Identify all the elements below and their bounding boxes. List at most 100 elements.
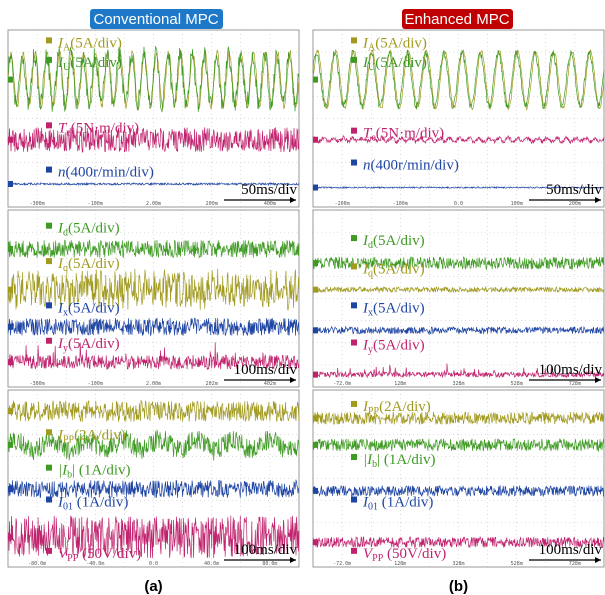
- signal-scale: (5A/div): [373, 233, 425, 249]
- marker-tab: [8, 324, 13, 330]
- axis-label: -300m: [30, 381, 45, 387]
- time-scale: 100ms/div: [234, 362, 298, 378]
- signal-scale: (5A/div): [68, 256, 120, 272]
- signal-subscript: 01: [368, 502, 378, 513]
- axis-label: 40.0m: [204, 561, 219, 567]
- axis-label: -40.0m: [86, 561, 104, 567]
- axis-label: 128m: [394, 561, 406, 567]
- legend-swatch: [46, 302, 52, 308]
- signal-scale: (5A/div): [68, 300, 120, 316]
- signal-label: n(400r/min/div): [58, 165, 154, 181]
- signal-label: Te(5N·m/div): [363, 126, 444, 144]
- signal-scale: (5A/div): [68, 221, 120, 237]
- legend-swatch: [351, 128, 357, 134]
- signal-scale: (5A/div): [70, 55, 122, 71]
- legend-swatch: [351, 302, 357, 308]
- axis-label: 80.0m: [262, 561, 277, 567]
- axis-label: 2.00m: [146, 201, 161, 207]
- axis-label: -80.0m: [28, 561, 46, 567]
- axis-label: -300m: [30, 201, 45, 207]
- legend-swatch: [46, 497, 52, 503]
- marker-tab: [313, 77, 318, 83]
- scope-panel: IA(5A/div)IU(5A/div)Te(5N·m/div)n(400r/m…: [8, 30, 299, 207]
- time-scale: 100ms/div: [234, 542, 298, 558]
- axis-label: -100m: [393, 201, 408, 207]
- signal-scale: (400r/min/div): [371, 158, 459, 174]
- axis-label: 728m: [569, 381, 581, 387]
- legend-swatch: [351, 497, 357, 503]
- signal-scale: (2A/div): [74, 427, 126, 443]
- marker-tab: [313, 488, 318, 494]
- signal-scale: (400r/min/div): [66, 165, 154, 181]
- marker-tab: [8, 486, 13, 492]
- caption: (a): [144, 578, 162, 595]
- signal-subscript: PP: [368, 406, 380, 417]
- time-scale: 50ms/div: [546, 182, 602, 198]
- legend-swatch: [351, 57, 357, 63]
- axis-label: -72.0m: [333, 561, 351, 567]
- figure: Conventional MPC Enhanced MPC (a)IA(5A/d…: [0, 0, 605, 595]
- axis-label: 528m: [511, 381, 523, 387]
- legend-swatch: [46, 223, 52, 229]
- marker-tab: [313, 442, 318, 448]
- legend-swatch: [351, 454, 357, 460]
- axis-label: 402m: [264, 381, 276, 387]
- marker-tab: [8, 408, 13, 414]
- signal-scale: (5A/div): [373, 261, 425, 277]
- signal-label: Te(5N·m/div): [58, 120, 139, 138]
- marker-tab: [8, 246, 13, 252]
- signal-scale: (5A/div): [375, 55, 427, 71]
- axis-label: 400m: [264, 201, 276, 207]
- marker-tab: [313, 372, 318, 378]
- signal-subscript: 01: [63, 502, 73, 513]
- signal-scale: (2A/div): [379, 399, 431, 415]
- marker-tab: [8, 137, 13, 143]
- time-scale: 100ms/div: [539, 542, 603, 558]
- marker-tab: [8, 181, 13, 187]
- axis-label: 728m: [569, 561, 581, 567]
- axis-label: 202m: [206, 381, 218, 387]
- axis-label: -100m: [88, 381, 103, 387]
- legend-swatch: [46, 167, 52, 173]
- scope-panel: IPP(2A/div)|Ib| (1A/div)I01 (1A/div)VPP …: [8, 390, 299, 567]
- marker-tab: [313, 185, 318, 191]
- legend-swatch: [351, 340, 357, 346]
- axis-label: 128m: [394, 381, 406, 387]
- signal-scale: (1A/div): [73, 495, 128, 511]
- signal-scale: (1A/div): [378, 495, 433, 511]
- signal-scale: (5A/div): [373, 300, 425, 316]
- signal-label: n(400r/min/div): [363, 158, 459, 174]
- legend-swatch: [46, 37, 52, 43]
- signal-scale: | (1A/div): [377, 452, 435, 468]
- marker-tab: [313, 260, 318, 266]
- scope-panel: Id(5A/div)Iq(5A/div)Ix(5A/div)Iy(5A/div)…: [313, 210, 604, 387]
- signal-scale: (50V/div): [383, 546, 446, 562]
- marker-tab: [313, 137, 318, 143]
- axis-label: -72.0m: [333, 381, 351, 387]
- signal-symbol: n: [58, 165, 66, 181]
- signal-subscript: PP: [372, 553, 384, 564]
- marker-tab: [8, 534, 13, 540]
- scope-panel: Id(5A/div)Iq(5A/div)Ix(5A/div)Iy(5A/div)…: [8, 210, 299, 387]
- legend-swatch: [46, 57, 52, 63]
- signal-scale: (5N·m/div): [71, 120, 139, 136]
- header-right: Enhanced MPC: [404, 11, 509, 28]
- axis-label: 328m: [452, 561, 464, 567]
- marker-tab: [8, 287, 13, 293]
- signal-subscript: PP: [67, 553, 79, 564]
- legend-swatch: [351, 37, 357, 43]
- axis-label: 100m: [511, 201, 523, 207]
- marker-tab: [313, 539, 318, 545]
- scope-panel: IA(5A/div)IU(5A/div)Te(5N·m/div)n(400r/m…: [313, 30, 604, 207]
- marker-tab: [8, 77, 13, 83]
- axis-label: 2.00m: [146, 381, 161, 387]
- legend-swatch: [46, 465, 52, 471]
- marker-tab: [313, 287, 318, 293]
- marker-tab: [313, 327, 318, 333]
- legend-swatch: [351, 263, 357, 269]
- axis-label: -200m: [335, 201, 350, 207]
- legend-swatch: [351, 548, 357, 554]
- signal-scale: (5N·m/div): [376, 126, 444, 142]
- time-scale: 50ms/div: [241, 182, 297, 198]
- signal-scale: (5A/div): [68, 336, 120, 352]
